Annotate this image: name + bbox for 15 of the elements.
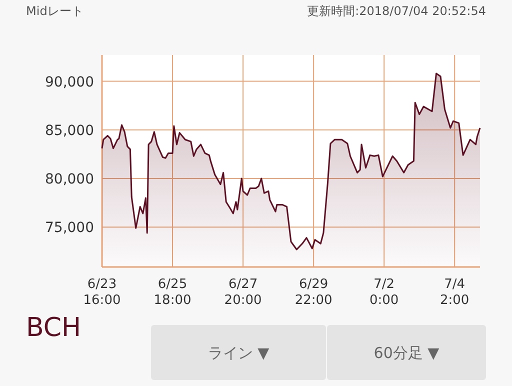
x-tick-label: 6/27 20:00 [224, 277, 262, 308]
text: 更新時間:2018/07/04 20:52:54 [307, 4, 486, 18]
x-tick-label: 7/2 0:00 [369, 277, 399, 308]
chart-subtitle: Midレート [26, 4, 84, 18]
x-tick-label: 6/23 16:00 [83, 277, 121, 308]
x-tick-label: 6/29 22:00 [294, 277, 332, 308]
button: 60分足 ▼ [327, 325, 486, 380]
y-tick-label: 90,000 [45, 74, 94, 90]
y-tick-label: 85,000 [45, 122, 94, 139]
button: ライン ▼ [151, 325, 326, 380]
y-tick-label: 80,000 [45, 172, 94, 188]
text: BCH [26, 313, 82, 343]
x-tick-label: 7/4 2:00 [440, 277, 470, 308]
x-tick-label: 6/25 18:00 [154, 277, 192, 308]
y-tick-label: 75,000 [45, 220, 94, 236]
